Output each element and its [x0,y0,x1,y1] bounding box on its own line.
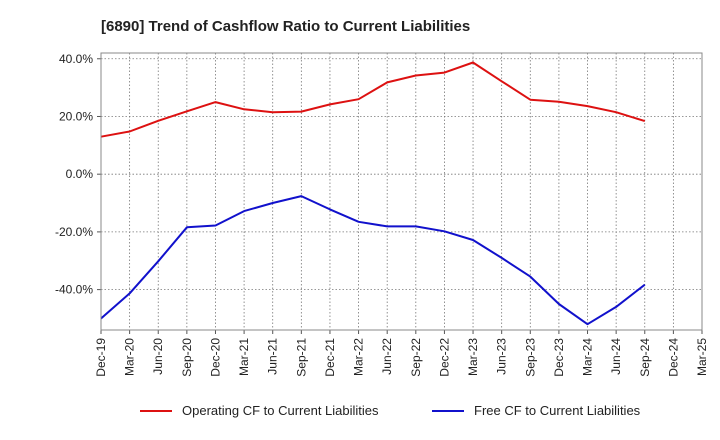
y-tick-label: -20.0% [55,225,93,239]
x-tick-label: Jun-23 [495,338,509,375]
x-tick-label: Sep-20 [180,338,194,377]
x-tick-label: Mar-25 [695,338,709,376]
y-tick-label: 0.0% [66,167,94,181]
x-axis-ticks: Dec-19 Mar-20 Jun-20 Sep-20 Dec-20 Mar-21 Jun-… [94,330,709,377]
x-tick-label: Mar-24 [581,338,595,376]
grid [100,53,703,330]
x-tick-label: Sep-21 [294,338,308,377]
x-tick-label: Sep-23 [523,338,537,377]
y-tick-label: -40.0% [55,283,93,297]
legend: Operating CF to Current Liabilities Free … [140,403,641,418]
x-tick-label: Dec-19 [94,338,108,377]
x-tick-label: Jun-24 [609,338,623,375]
y-tick-label: 40.0% [59,52,93,66]
x-tick-label: Dec-20 [208,338,222,377]
x-tick-label: Mar-20 [123,338,137,376]
series-line-free-cf [100,195,646,326]
chart-title: [6890] Trend of Cashflow Ratio to Curren… [101,18,470,35]
legend-label: Free CF to Current Liabilities [474,403,641,418]
series-line-operating-cf [100,61,646,138]
x-tick-label: Mar-21 [237,338,251,376]
x-tick-label: Sep-22 [409,338,423,377]
y-tick-label: 20.0% [59,109,93,123]
x-tick-label: Sep-24 [638,338,652,377]
plot-frame [100,52,703,331]
x-tick-label: Jun-20 [151,338,165,375]
x-tick-label: Dec-22 [437,338,451,377]
x-tick-label: Jun-22 [380,338,394,375]
x-tick-label: Mar-22 [352,338,366,376]
y-axis-ticks: 40.0% 20.0% 0.0% -20.0% -40.0% [55,52,101,297]
x-tick-label: Mar-23 [466,338,480,376]
x-tick-label: Jun-21 [266,338,280,375]
x-tick-label: Dec-21 [323,338,337,377]
x-tick-label: Dec-24 [666,338,680,377]
legend-label: Operating CF to Current Liabilities [182,403,379,418]
x-tick-label: Dec-23 [552,338,566,377]
series-lines [100,61,646,326]
